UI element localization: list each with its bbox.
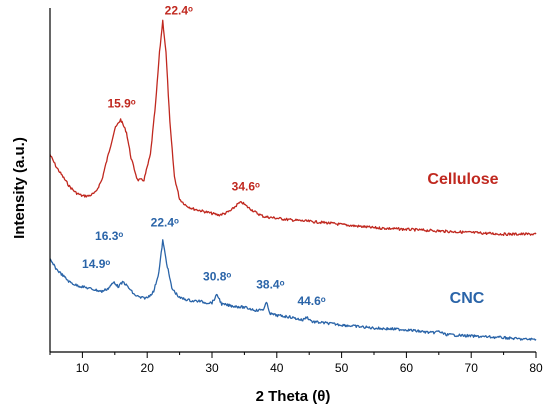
series-line-cnc — [49, 239, 537, 341]
plot-area: Cellulose CNC 22.4ᵒ 15.9ᵒ 34.6ᵒ 22.4ᵒ 16.3ᵒ 14.… — [49, 4, 537, 341]
peak-label-cnc-44-6: 44.6ᵒ — [297, 294, 325, 308]
x-tick-label-40: 40 — [270, 361, 284, 375]
peak-label-cellulose-22-4: 22.4ᵒ — [165, 4, 193, 18]
axes: 10 20 30 40 50 60 70 80 — [49, 8, 543, 375]
peak-label-cnc-38-4: 38.4ᵒ — [256, 278, 284, 292]
x-tick-label-60: 60 — [400, 361, 414, 375]
peak-label-cnc-30-8: 30.8ᵒ — [203, 270, 231, 284]
x-tick-label-70: 70 — [465, 361, 479, 375]
peak-label-cellulose-15-9: 15.9ᵒ — [107, 97, 135, 111]
series-label-cellulose: Cellulose — [427, 171, 498, 188]
x-tick-label-20: 20 — [141, 361, 155, 375]
x-tick-label-80: 80 — [529, 361, 543, 375]
x-tick-label-10: 10 — [76, 361, 90, 375]
x-tick-label-30: 30 — [205, 361, 219, 375]
peak-label-cnc-22-4: 22.4ᵒ — [151, 216, 179, 230]
y-axis-title: Intensity (a.u.) — [11, 137, 28, 239]
peak-label-cnc-14-9: 14.9ᵒ — [82, 257, 110, 271]
x-axis-title: 2 Theta (θ) — [256, 388, 331, 405]
x-tick-label-50: 50 — [335, 361, 349, 375]
peak-label-cellulose-34-6: 34.6ᵒ — [232, 179, 260, 193]
series-line-cellulose — [49, 19, 537, 237]
peak-label-cnc-16-3: 16.3ᵒ — [95, 229, 123, 243]
series-label-cnc: CNC — [450, 290, 485, 307]
